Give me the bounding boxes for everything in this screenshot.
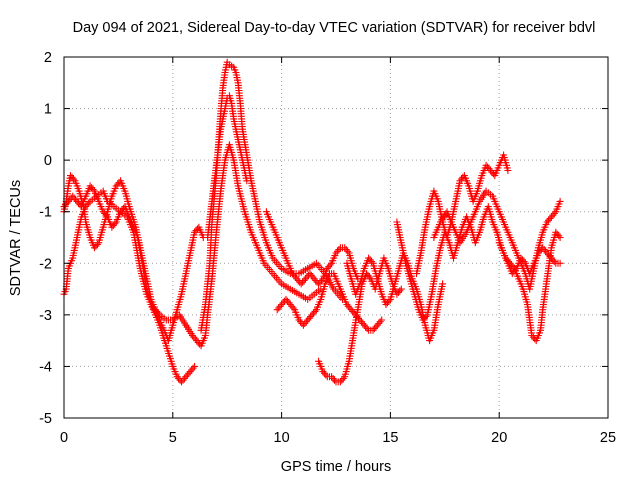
x-tick-labels: 0 5 10 15 20 25 — [60, 430, 616, 446]
series-arc6 — [262, 208, 362, 288]
data-point-markers — [262, 208, 362, 288]
series-arc14 — [495, 239, 564, 278]
series-arc5 — [204, 92, 251, 241]
x-tick-label: 5 — [169, 430, 177, 446]
y-tick-label: -5 — [39, 411, 52, 427]
chart-title: Day 094 of 2021, Sidereal Day-to-day VTE… — [73, 20, 596, 36]
x-tick-label: 25 — [600, 430, 616, 446]
data-point-markers — [413, 151, 512, 278]
plot-frame — [63, 56, 609, 419]
axis-ticks — [63, 56, 609, 419]
data-point-markers — [204, 92, 251, 241]
x-axis-label: GPS time / hours — [281, 459, 391, 475]
x-tick-label: 15 — [382, 430, 398, 446]
data-point-markers — [60, 172, 207, 345]
gridlines — [64, 57, 608, 418]
x-tick-label: 10 — [274, 430, 290, 446]
y-tick-label: -4 — [39, 359, 52, 375]
y-tick-labels: 2 1 0 -1 -2 -3 -4 -5 — [39, 50, 52, 427]
y-tick-label: 0 — [44, 153, 52, 169]
data-point-markers — [495, 239, 564, 278]
series-arc2 — [60, 172, 207, 345]
x-tick-label: 20 — [491, 430, 507, 446]
data-points — [60, 58, 564, 386]
y-tick-label: -3 — [39, 308, 52, 324]
y-tick-label: 1 — [44, 102, 52, 118]
series-arc11 — [413, 151, 512, 278]
y-tick-label: -1 — [39, 205, 52, 221]
x-tick-label: 0 — [60, 430, 68, 446]
y-tick-label: -2 — [39, 256, 52, 272]
y-axis-label: SDTVAR / TECUs — [8, 180, 24, 296]
y-tick-label: 2 — [44, 50, 52, 66]
